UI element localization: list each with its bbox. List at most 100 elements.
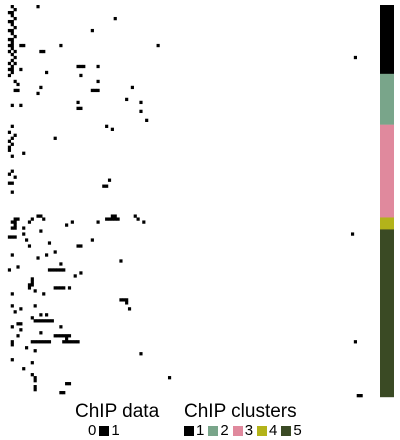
heatmap-cell	[30, 283, 34, 287]
heatmap-cell	[67, 286, 72, 290]
heatmap-cell	[96, 220, 100, 224]
heatmap-cell	[65, 340, 69, 344]
heatmap-cell	[13, 61, 17, 66]
heatmap-cell	[79, 244, 83, 248]
heatmap-cell	[107, 178, 112, 182]
heatmap-cell	[10, 358, 14, 362]
heatmap-cell	[7, 67, 12, 72]
heatmap-cell	[65, 334, 69, 338]
heatmap-cell	[59, 43, 63, 48]
heatmap-cell	[119, 259, 123, 263]
heatmap-cell	[42, 340, 46, 344]
heatmap-cell	[42, 292, 46, 296]
heatmap-cell	[10, 235, 14, 239]
heatmap-cell	[70, 340, 74, 344]
heatmap-cell	[10, 253, 14, 257]
heatmap-cell	[7, 268, 12, 272]
heatmap-cell	[10, 169, 14, 173]
heatmap-cell	[10, 19, 14, 24]
cluster-bar-segment-4	[380, 217, 394, 230]
data-legend-title: ChIP data	[75, 401, 160, 422]
heatmap-cell	[13, 49, 17, 54]
heatmap-cell	[10, 136, 14, 140]
heatmap-cell	[45, 70, 49, 75]
heatmap-cell	[107, 217, 112, 221]
heatmap-cell	[59, 268, 63, 272]
heatmap-cell	[13, 88, 17, 93]
heatmap-cell	[10, 37, 14, 42]
heatmap-cell	[19, 103, 23, 108]
heatmap-cell	[62, 334, 66, 338]
heatmap-cell	[7, 148, 12, 152]
heatmap-cell	[76, 106, 80, 111]
heatmap-cell	[53, 268, 57, 272]
cluster-legend: 1 2 3 4 5	[184, 422, 306, 439]
heatmap-cell	[13, 220, 17, 224]
heatmap-cell	[33, 289, 37, 293]
heatmap-cell	[25, 238, 29, 242]
heatmap-cell	[356, 394, 360, 398]
heatmap-cell	[36, 91, 40, 96]
heatmap-cell	[7, 10, 12, 15]
heatmap-cell	[50, 268, 54, 272]
heatmap-cell	[10, 304, 14, 308]
heatmap-cell	[22, 226, 26, 230]
heatmap-cell	[56, 286, 60, 290]
heatmap-cell	[10, 190, 14, 194]
heatmap-cell	[53, 334, 57, 338]
cluster-bar-segment-5	[380, 229, 394, 398]
heatmap-cell	[73, 340, 77, 344]
heatmap-cell	[13, 16, 17, 21]
heatmap-cell	[30, 373, 34, 377]
heatmap-cell	[353, 340, 357, 344]
heatmap-cell	[16, 82, 20, 87]
heatmap-cell	[10, 31, 14, 36]
heatmap-cell	[10, 154, 14, 158]
heatmap-cell	[30, 340, 34, 344]
heatmap-cell	[59, 391, 63, 395]
heatmap-cell	[136, 217, 140, 221]
heatmap-cell	[27, 220, 32, 224]
heatmap-cell	[7, 145, 12, 149]
heatmap-cell	[90, 28, 94, 33]
heatmap-cell	[10, 5, 14, 9]
heatmap-cell	[36, 214, 40, 218]
heatmap-cell	[110, 127, 114, 131]
heatmap-cell	[33, 385, 37, 389]
heatmap-cell	[22, 232, 26, 236]
heatmap-cell	[7, 139, 12, 143]
heatmap-cell	[7, 172, 12, 176]
heatmap-cell	[76, 340, 80, 344]
heatmap-cell	[110, 217, 114, 221]
heatmap-cell	[10, 43, 14, 48]
heatmap-cell	[19, 43, 23, 48]
heatmap-cell	[53, 136, 57, 140]
heatmap-cell	[27, 286, 32, 290]
heatmap-cell	[39, 229, 43, 233]
heatmap-cell	[56, 334, 60, 338]
heatmap-cell	[7, 235, 12, 239]
heatmap-cell	[33, 319, 37, 323]
heatmap-cell	[16, 217, 20, 221]
heatmap-cell	[62, 340, 66, 344]
heatmap-cell	[105, 124, 109, 128]
heatmap-cell	[53, 250, 57, 254]
heatmap-cell	[67, 382, 72, 386]
heatmap-cell	[33, 388, 37, 392]
heatmap-cell	[53, 286, 57, 290]
heatmap-cell	[30, 277, 34, 281]
heatmap-cell	[16, 88, 20, 93]
cluster-bar-segment-1	[380, 5, 394, 75]
heatmap-cell	[22, 367, 26, 371]
heatmap-cell	[142, 220, 146, 224]
heatmap-cell	[156, 43, 160, 48]
heatmap-cell	[7, 73, 12, 78]
cluster-bar-segment-3	[380, 124, 394, 218]
heatmap-cell	[10, 22, 14, 27]
cluster-bar-segment-2	[380, 73, 394, 125]
heatmap-cell	[59, 262, 63, 266]
heatmap-cell	[13, 133, 17, 137]
heatmap-cell	[7, 49, 12, 54]
heatmap-cell	[42, 49, 46, 54]
heatmap-cell	[19, 67, 23, 72]
